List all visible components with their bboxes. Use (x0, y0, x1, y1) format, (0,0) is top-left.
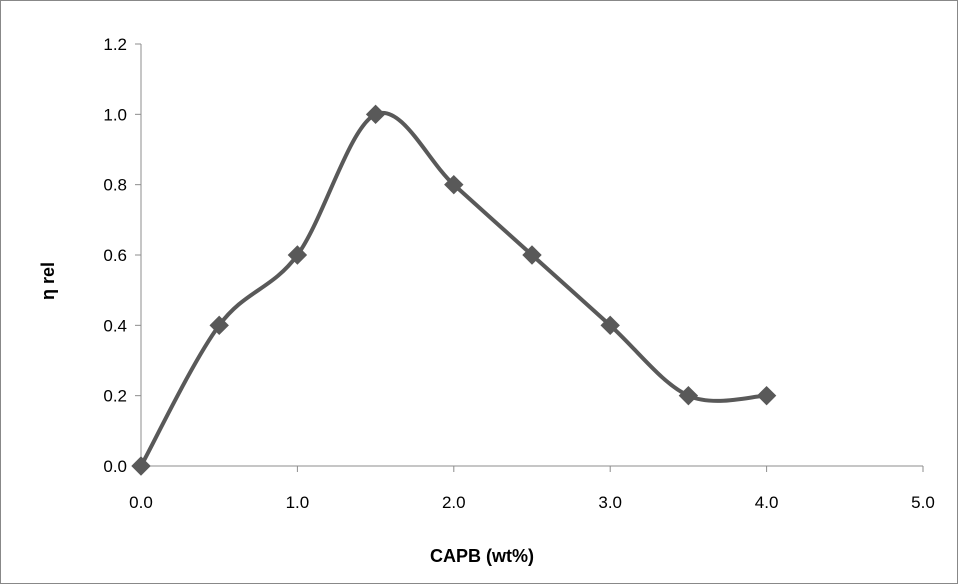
x-tick-label: 3.0 (598, 493, 622, 512)
data-point (756, 385, 777, 406)
y-tick-label: 0.6 (103, 246, 127, 265)
x-tick-label: 2.0 (442, 493, 466, 512)
y-tick-label: 0.4 (103, 316, 127, 335)
data-point (131, 456, 151, 476)
data-point (678, 385, 699, 406)
data-point (600, 315, 620, 336)
series-line (139, 110, 769, 468)
axes: 0.0 0.2 0.4 0.6 0.8 1.0 1.2 0.0 1.0 2.0 3.0 4.0 5.0 (103, 35, 934, 512)
data-point (444, 174, 464, 195)
y-tick-label: 0.0 (103, 457, 127, 476)
x-tick-label: 0.0 (129, 493, 153, 512)
data-point (365, 104, 386, 125)
data-point (522, 245, 542, 265)
x-tick-label: 5.0 (911, 493, 935, 512)
x-tick-label: 4.0 (755, 493, 779, 512)
x-tick-label: 1.0 (286, 493, 310, 512)
y-tick-label: 0.8 (103, 176, 127, 195)
series-layer (131, 104, 777, 476)
x-axis-title: CAPB (wt%) (430, 546, 534, 566)
y-tick-label: 0.2 (103, 387, 127, 406)
y-axis-title: η rel (38, 262, 58, 300)
y-tick-label: 1.2 (103, 35, 127, 54)
data-point (287, 245, 308, 265)
y-tick-label: 1.0 (103, 105, 127, 124)
data-point (209, 315, 229, 336)
